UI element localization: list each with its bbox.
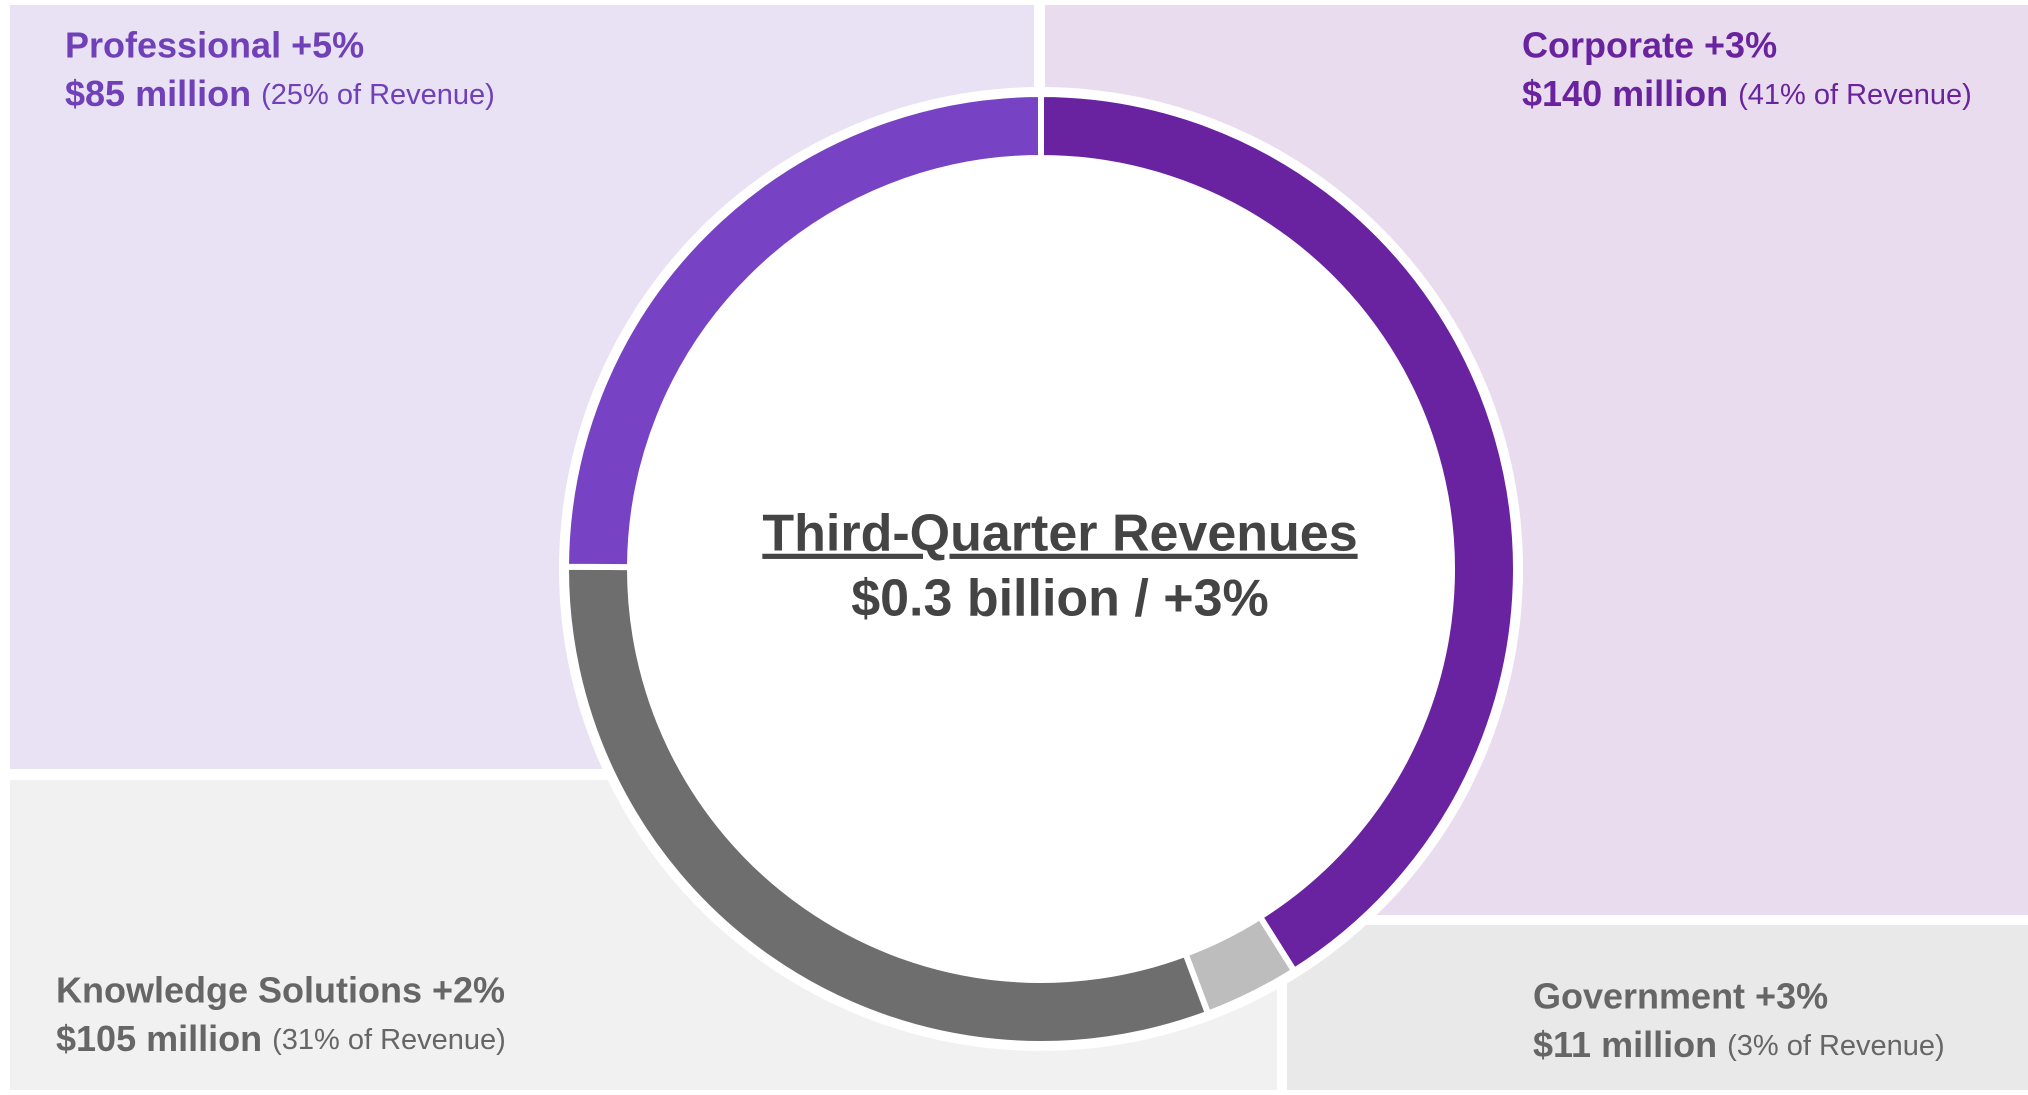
segment-value: $140 million	[1522, 73, 1728, 114]
segment-name: Government +3%	[1533, 976, 1828, 1017]
segment-value: $105 million	[56, 1018, 262, 1059]
donut-segment	[1038, 90, 1519, 976]
chart-title: Third-Quarter Revenues	[762, 505, 1357, 563]
segment-share: (3% of Revenue)	[1727, 1030, 1945, 1062]
segment-name: Professional +5%	[65, 25, 364, 66]
segment-share: (41% of Revenue)	[1738, 79, 1972, 111]
panel-government	[1287, 925, 2028, 1090]
segment-share: (31% of Revenue)	[272, 1024, 506, 1056]
donut-segment	[562, 90, 1044, 571]
segment-share: (25% of Revenue)	[261, 79, 495, 111]
chart-subtitle: $0.3 billion / +3%	[851, 570, 1269, 628]
ring-backdrop	[559, 87, 1523, 1051]
segment-value-line: $105 million (31% of Revenue)	[56, 1018, 506, 1059]
segment-name: Knowledge Solutions +2%	[56, 970, 505, 1011]
segment-value: $85 million	[65, 73, 251, 114]
segment-name: Corporate +3%	[1522, 25, 1777, 66]
segment-value: $11 million	[1533, 1024, 1717, 1065]
segment-value-line: $140 million (41% of Revenue)	[1522, 73, 1972, 114]
segment-value-line: $85 million (25% of Revenue)	[65, 73, 495, 114]
segment-value-line: $11 million (3% of Revenue)	[1533, 1024, 1945, 1065]
